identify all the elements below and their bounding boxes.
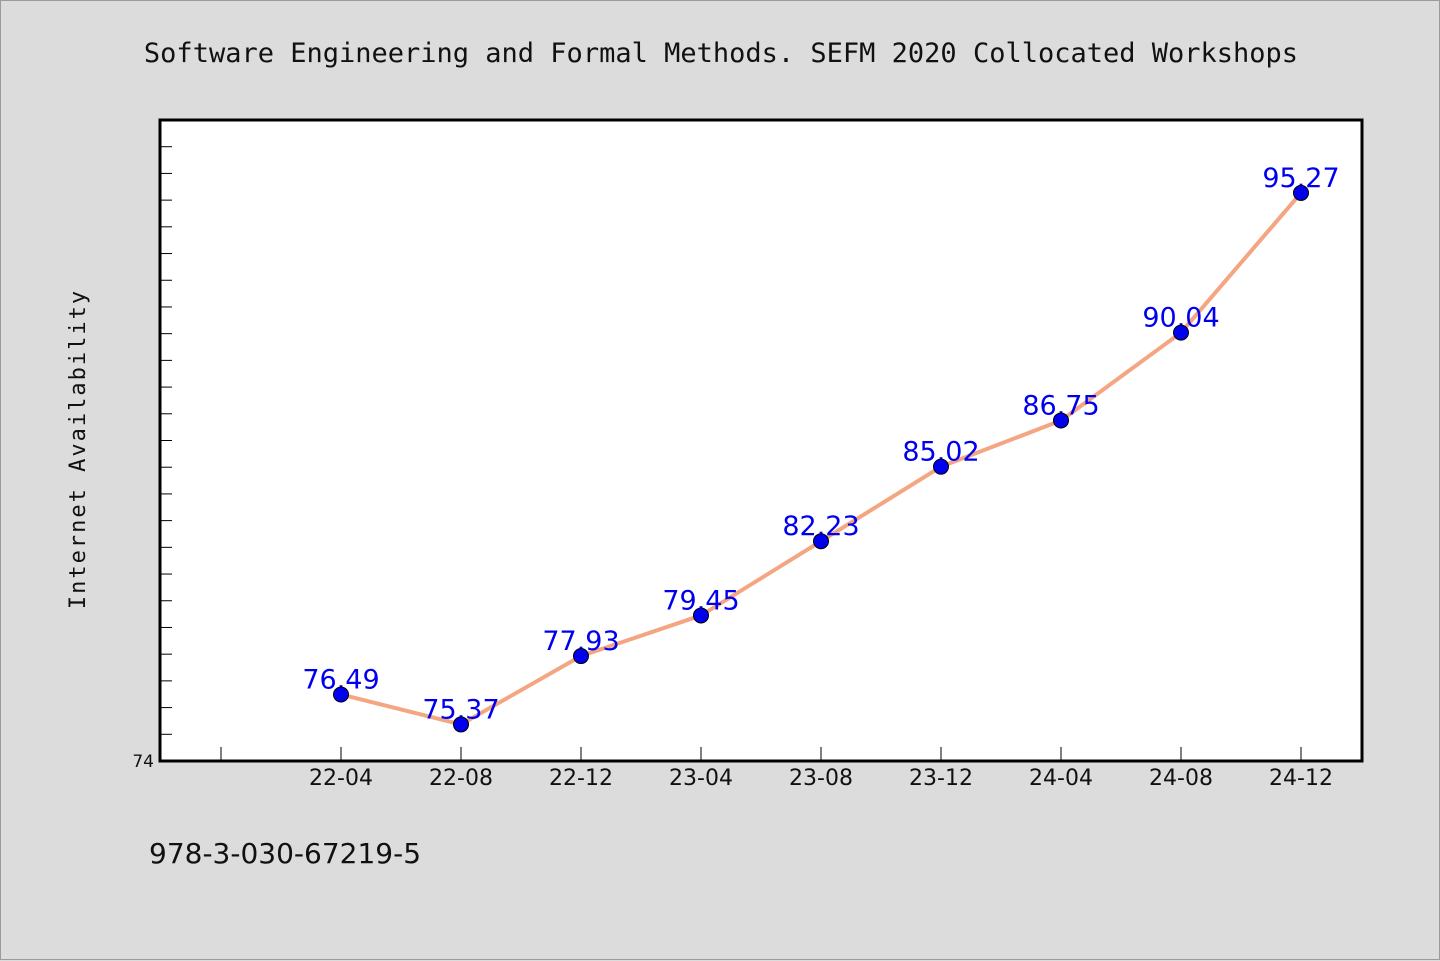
x-tick-label: 23-04 <box>669 766 733 791</box>
y-axis-title: Internet Availability <box>66 289 91 609</box>
x-axis-ticks: 22-04 22-08 22-12 23-04 23-08 23-12 24-04 24-08… <box>220 747 1333 791</box>
y-axis-ticks: 74 <box>132 146 172 772</box>
x-tick-label: 22-08 <box>429 766 493 791</box>
data-point <box>573 648 589 665</box>
data-point <box>933 458 949 475</box>
data-point <box>1173 324 1189 341</box>
plot-area <box>158 118 1364 763</box>
data-point <box>693 607 709 624</box>
data-point <box>333 686 349 703</box>
x-tick-label: 23-08 <box>789 766 853 791</box>
x-tick-label: 22-04 <box>309 766 373 791</box>
y-tick-label: 74 <box>132 752 154 772</box>
data-point <box>453 716 469 733</box>
x-tick-label: 23-12 <box>909 766 973 791</box>
x-tick-label: 24-04 <box>1029 766 1093 791</box>
x-tick-label: 24-12 <box>1269 766 1333 791</box>
x-tick-label: 22-12 <box>549 766 613 791</box>
series-layer: 76.4975.3777.9379.4582.2385.0286.7590.04… <box>302 163 1340 733</box>
isbn-footer: 978-3-030-67219-5 <box>149 837 421 870</box>
x-tick-label: 24-08 <box>1149 766 1213 791</box>
chart-title: Software Engineering and Formal Methods.… <box>144 38 1298 69</box>
data-point <box>1293 184 1309 201</box>
data-point <box>813 533 829 550</box>
data-point <box>1053 412 1069 429</box>
